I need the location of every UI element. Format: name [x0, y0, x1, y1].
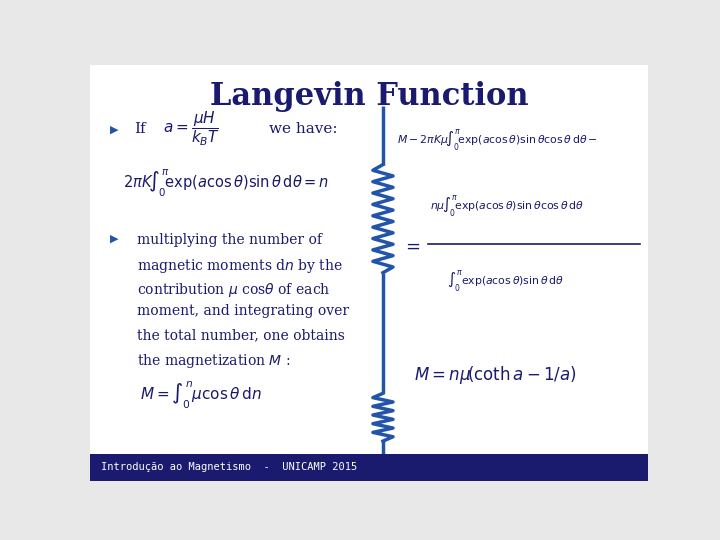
Text: ▶: ▶ [109, 233, 118, 243]
Text: $2\pi K\!\int_0^{\pi}\!\exp(a\cos\theta)\sin\theta\,\mathrm{d}\theta = n$: $2\pi K\!\int_0^{\pi}\!\exp(a\cos\theta)… [124, 167, 330, 199]
FancyBboxPatch shape [90, 65, 648, 454]
Text: $=$: $=$ [402, 237, 421, 255]
Text: contribution $\mu$ cos$\theta$ of each: contribution $\mu$ cos$\theta$ of each [138, 281, 330, 299]
Text: moment, and integrating over: moment, and integrating over [138, 305, 349, 318]
Text: multiplying the number of: multiplying the number of [138, 233, 323, 247]
Text: we have:: we have: [269, 122, 337, 136]
Text: $M - 2\pi K\mu\!\int_0^{\pi}\!\exp(a\cos\theta)\sin\theta\cos\theta\,\mathrm{d}\: $M - 2\pi K\mu\!\int_0^{\pi}\!\exp(a\cos… [397, 127, 598, 152]
Text: ▶: ▶ [109, 124, 118, 134]
Text: $a = \dfrac{\mu H}{k_B T}$: $a = \dfrac{\mu H}{k_B T}$ [163, 110, 220, 148]
Text: $n\mu\!\int_0^{\pi}\!\exp(a\cos\theta)\sin\theta\cos\theta\,\mathrm{d}\theta$: $n\mu\!\int_0^{\pi}\!\exp(a\cos\theta)\s… [431, 193, 585, 219]
Text: Langevin Function: Langevin Function [210, 82, 528, 112]
Text: $\int_0^{\pi}\exp(a\cos\theta)\sin\theta\,\mathrm{d}\theta$: $\int_0^{\pi}\exp(a\cos\theta)\sin\theta… [447, 268, 564, 294]
Text: magnetic moments d$n$ by the: magnetic moments d$n$ by the [138, 257, 343, 275]
Text: the magnetization $M$ :: the magnetization $M$ : [138, 352, 291, 370]
Text: $M = \int_0^{n}\mu\cos\theta\,\mathrm{d}n$: $M = \int_0^{n}\mu\cos\theta\,\mathrm{d}… [140, 380, 262, 411]
Text: Introdução ao Magnetismo  -  UNICAMP 2015: Introdução ao Magnetismo - UNICAMP 2015 [101, 462, 357, 472]
Text: $M = n\mu\!\left(\coth a - 1/a\right)$: $M = n\mu\!\left(\coth a - 1/a\right)$ [414, 363, 577, 386]
FancyBboxPatch shape [90, 454, 648, 481]
Text: the total number, one obtains: the total number, one obtains [138, 328, 346, 342]
Text: If: If [135, 122, 146, 136]
